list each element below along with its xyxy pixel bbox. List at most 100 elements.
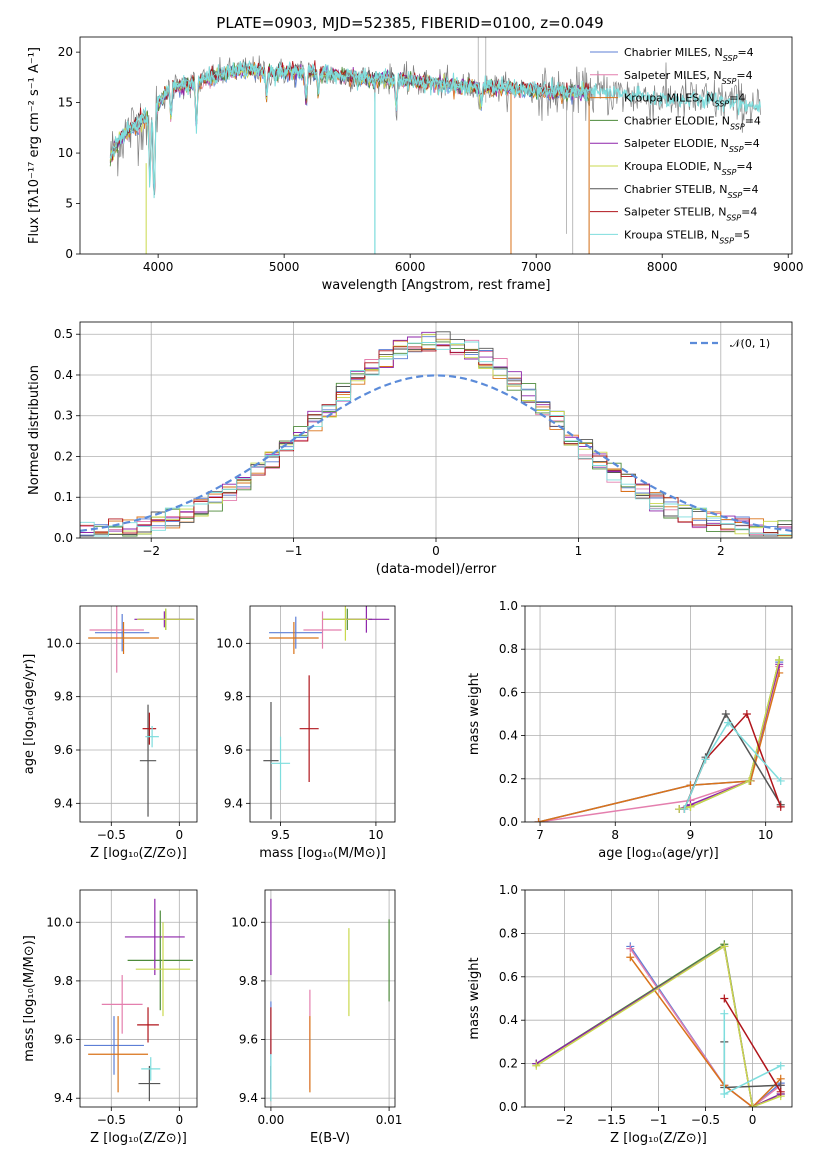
y-tick-label: 9.8 (224, 690, 243, 704)
x-tick-label: −1 (285, 544, 303, 558)
x-tick-label: 0 (175, 828, 183, 842)
legend-entry: Salpeter ELODIE, NSSP=4 (624, 137, 760, 154)
plus-marker (680, 805, 689, 814)
legend-entry: Kroupa STELIB, NSSP=5 (624, 228, 750, 245)
axes-frame (79, 36, 793, 255)
y-tick-label: 0.0 (499, 1100, 518, 1114)
mass-weight-line (683, 721, 782, 810)
axes-frame (79, 605, 198, 823)
y-tick-label: 9.4 (54, 1091, 73, 1105)
x-tick-label: 10 (758, 828, 773, 842)
legend-label: Kroupa ELODIE, N (624, 160, 722, 173)
x-tick-label: −2 (556, 1113, 574, 1127)
y-tick-label: 0.6 (499, 970, 518, 984)
legend: Chabrier MILES, NSSP=4 Salpeter MILES, NS… (590, 46, 761, 245)
plus-marker (626, 953, 635, 962)
legend-entry: Salpeter MILES, NSSP=4 (624, 69, 753, 86)
y-tick-label: 9.8 (239, 974, 258, 988)
x-tick-label: −2 (142, 544, 160, 558)
y-tick-label: 0.6 (499, 685, 518, 699)
panel-mass-weight-vs-Z: −2 −1.5 −1 −0.5 0 0.0 0.2 0.4 0.6 0.8 1.0 Z [log₁₀(… (467, 883, 793, 1146)
model-spectrum-line (109, 61, 761, 199)
y-tick-label: 9.4 (54, 796, 73, 810)
legend-entry: Chabrier MILES, NSSP=4 (624, 46, 754, 63)
y-tick-label: 9.6 (54, 743, 73, 757)
legend-tail: =4 (745, 114, 761, 127)
x-tick-label: −1 (650, 1113, 668, 1127)
legend-tail: =4 (729, 92, 745, 105)
y-tick-label: 9.8 (54, 690, 73, 704)
legend-label: Salpeter STELIB, N (624, 206, 726, 219)
y-tick-label: 0.3 (54, 409, 73, 423)
x-tick-label: 7000 (521, 260, 552, 274)
normal-reference-curve (80, 374, 792, 532)
y-tick-label: 0.2 (499, 1057, 518, 1071)
y-tick-label: 1.0 (499, 883, 518, 897)
y-tick-label: 9.4 (239, 1091, 258, 1105)
x-tick-label: 4000 (143, 260, 174, 274)
x-tick-label: 10 (368, 828, 383, 842)
axes-frame (249, 605, 396, 823)
x-tick-label: 1 (575, 544, 583, 558)
mass-weight-line (723, 998, 782, 1093)
plus-marker (745, 776, 754, 785)
legend-tail: =4 (741, 206, 757, 219)
panel-residuals: −2 −1 0 1 2 0.0 0.1 0.2 0.3 0.4 0.5 (data-model)/er… (27, 321, 793, 577)
y-tick-label: 9.6 (239, 1033, 258, 1047)
legend-entry: Kroupa MILES, NSSP=4 (624, 92, 745, 109)
y-axis-label: Normed distribution (27, 365, 42, 495)
plus-marker (720, 1009, 729, 1018)
y-tick-label: 10.0 (46, 636, 73, 650)
plus-marker (776, 802, 785, 811)
y-tick-label: 9.8 (54, 974, 73, 988)
legend-sub: SSP (730, 122, 745, 131)
y-axis-label: mass weight (467, 673, 482, 755)
y-tick-label: 0.8 (499, 926, 518, 940)
panel-mass-vs-Z: −0.5 0 9.4 9.6 9.8 10.0 Z [log₁₀(Z/Z⊙)] mass [l… (22, 889, 198, 1146)
x-axis-label: Z [log₁₀(Z/Z⊙)] (90, 846, 187, 861)
y-axis-label: mass weight (467, 957, 482, 1039)
plus-marker (776, 1061, 785, 1070)
chart-title: PLATE=0903, MJD=52385, FIBERID=0100, z=0… (216, 14, 603, 32)
plus-marker (720, 994, 729, 1003)
plot-area (109, 37, 761, 254)
legend-entry: 𝒩(0, 1) (730, 337, 770, 350)
y-tick-label: 9.6 (54, 1033, 73, 1047)
x-tick-label: −0.5 (97, 1113, 126, 1127)
y-tick-label: 5 (65, 197, 73, 211)
y-tick-label: 0.5 (54, 327, 73, 341)
legend-label: Kroupa MILES, N (624, 92, 714, 105)
plus-marker (626, 944, 635, 953)
x-tick-label: 0.01 (376, 1113, 403, 1127)
y-tick-label: 0.2 (54, 449, 73, 463)
legend-sub: SSP (714, 99, 729, 108)
legend-label: Chabrier ELODIE, N (624, 114, 730, 127)
x-axis-label: (data-model)/error (376, 562, 497, 577)
legend-entry: Chabrier ELODIE, NSSP=4 (624, 114, 761, 130)
legend-sub: SSP (726, 213, 741, 222)
plot-area (80, 606, 197, 822)
plus-marker (532, 1061, 541, 1070)
y-axis-label: Flux [fλ10⁻¹⁷ erg cm⁻² s⁻¹ A⁻¹] (27, 47, 42, 244)
y-tick-label: 10 (58, 146, 73, 160)
y-tick-label: 9.4 (224, 796, 243, 810)
legend-sub: SSP (722, 76, 737, 85)
mass-weight-line (538, 666, 780, 822)
plot-area (525, 606, 792, 822)
legend-entry: Salpeter STELIB, NSSP=4 (624, 206, 757, 223)
plus-marker (776, 1087, 785, 1096)
x-tick-label: 9.5 (271, 828, 290, 842)
legend-tail: =4 (736, 160, 752, 173)
x-axis-label: Z [log₁₀(Z/Z⊙)] (610, 1131, 707, 1146)
plus-marker (720, 1089, 729, 1098)
mass-weight-line (535, 945, 781, 1107)
x-tick-label: 2 (717, 544, 725, 558)
legend-sub: SSP (722, 168, 737, 177)
panel-spectrum: 4000 5000 6000 7000 8000 9000 0 5 10 15 20 waveleng… (27, 36, 803, 293)
legend-label: Salpeter ELODIE, N (624, 137, 729, 150)
plus-marker (742, 710, 751, 718)
y-tick-label: 10.0 (46, 915, 73, 929)
mass-weight-line (538, 672, 780, 822)
x-tick-label: 0 (432, 544, 440, 558)
